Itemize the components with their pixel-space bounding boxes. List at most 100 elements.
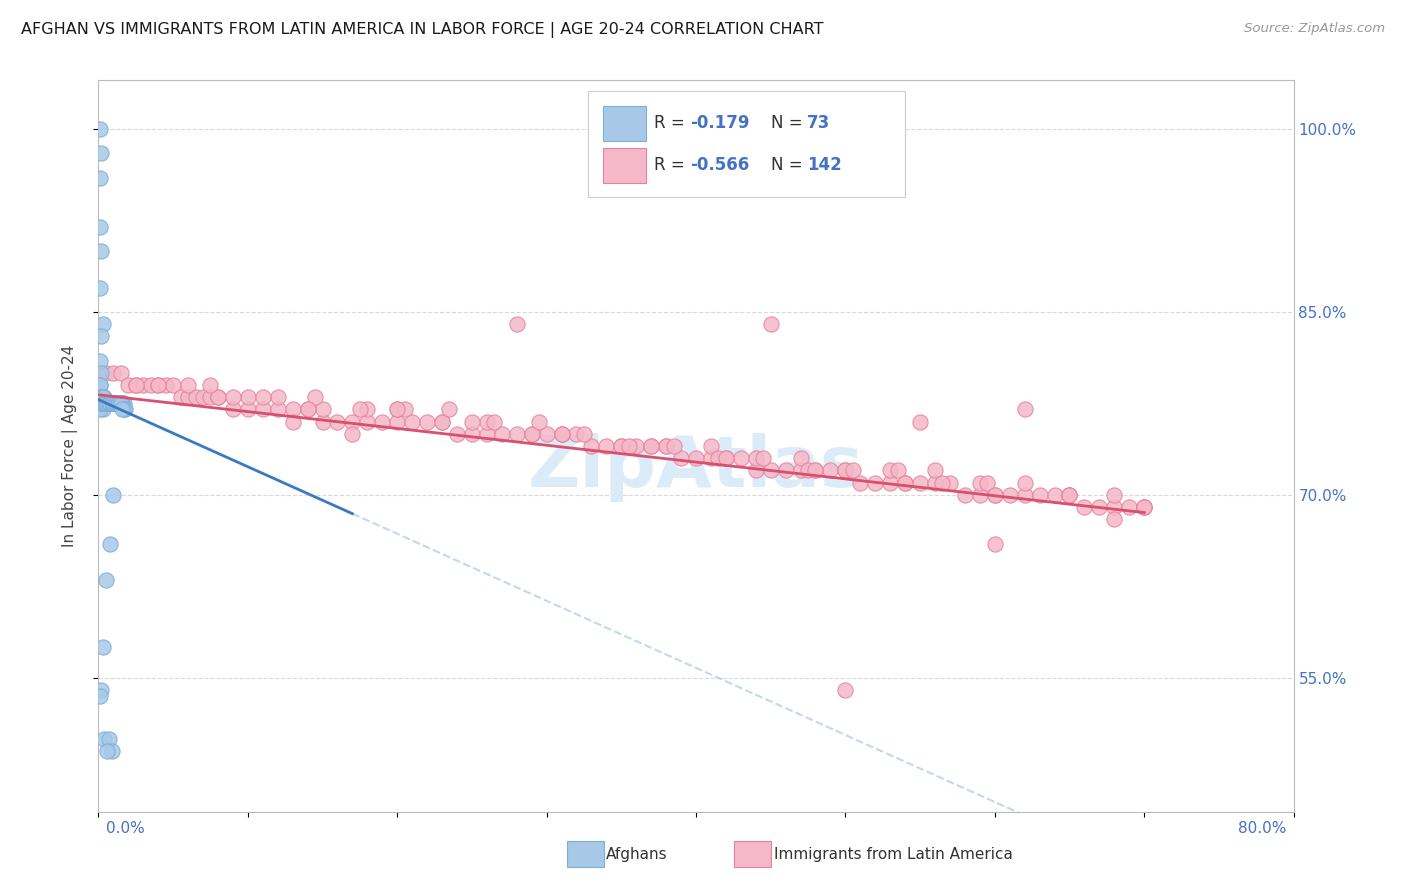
Point: [110, 396, 132, 410]
Point: [804, 463, 827, 477]
Point: [842, 463, 865, 477]
Point: [96, 396, 118, 410]
Point: [184, 390, 207, 404]
Point: [96, 396, 118, 410]
Point: [342, 415, 364, 429]
Point: [326, 415, 349, 429]
Point: [304, 390, 326, 404]
Point: [1104, 488, 1126, 502]
Point: [700, 451, 723, 466]
Point: [94, 396, 117, 410]
Point: [1104, 512, 1126, 526]
Point: [236, 402, 259, 417]
FancyBboxPatch shape: [734, 841, 772, 867]
Point: [527, 415, 550, 429]
Point: [105, 396, 128, 410]
Point: [834, 682, 856, 697]
Point: [97, 396, 120, 410]
Point: [90, 366, 112, 380]
Point: [177, 378, 200, 392]
Point: [1043, 488, 1066, 502]
Point: [90, 390, 112, 404]
Point: [97, 396, 120, 410]
Point: [707, 451, 730, 466]
Point: [342, 426, 364, 441]
Point: [139, 378, 162, 392]
Point: [745, 463, 768, 477]
Text: Afghans: Afghans: [606, 847, 668, 862]
Point: [685, 451, 707, 466]
Text: 80.0%: 80.0%: [1237, 822, 1286, 837]
Point: [834, 463, 856, 477]
Point: [475, 415, 498, 429]
Point: [110, 366, 132, 380]
Point: [207, 390, 229, 404]
Point: [103, 396, 125, 410]
Point: [886, 463, 908, 477]
Point: [506, 317, 529, 331]
Point: [91, 317, 114, 331]
Point: [101, 396, 124, 410]
Point: [617, 439, 640, 453]
Point: [849, 475, 872, 490]
Point: [820, 463, 842, 477]
Point: [91, 402, 114, 417]
Point: [155, 378, 177, 392]
Point: [797, 463, 820, 477]
Point: [865, 475, 887, 490]
Point: [655, 439, 678, 453]
Point: [90, 682, 112, 697]
Point: [804, 463, 827, 477]
Point: [1014, 488, 1036, 502]
Point: [1104, 500, 1126, 514]
Point: [125, 378, 148, 392]
Point: [90, 390, 112, 404]
Point: [91, 390, 114, 404]
Point: [94, 573, 117, 587]
Point: [93, 390, 115, 404]
Point: [969, 488, 991, 502]
Point: [984, 488, 1007, 502]
Point: [91, 640, 114, 655]
Point: [207, 390, 229, 404]
Point: [236, 390, 259, 404]
Point: [90, 396, 112, 410]
Point: [491, 426, 513, 441]
Point: [610, 439, 633, 453]
Point: [536, 426, 558, 441]
Point: [953, 488, 976, 502]
FancyBboxPatch shape: [603, 147, 645, 183]
Point: [104, 396, 127, 410]
Point: [939, 475, 962, 490]
Text: -0.179: -0.179: [690, 114, 749, 132]
Point: [94, 396, 117, 410]
Point: [401, 415, 423, 429]
Point: [626, 439, 648, 453]
Point: [610, 439, 633, 453]
Point: [439, 402, 461, 417]
Point: [976, 475, 998, 490]
Point: [745, 451, 768, 466]
Point: [103, 366, 125, 380]
Point: [111, 396, 134, 410]
Point: [91, 396, 114, 410]
Point: [356, 415, 378, 429]
Point: [461, 415, 484, 429]
Point: [104, 396, 127, 410]
Point: [931, 475, 953, 490]
Point: [581, 439, 603, 453]
Point: [89, 402, 111, 417]
Point: [416, 415, 439, 429]
Point: [169, 390, 191, 404]
Point: [385, 402, 409, 417]
Point: [90, 396, 112, 410]
Point: [89, 689, 111, 703]
Point: [98, 396, 122, 410]
Point: [998, 488, 1021, 502]
Text: N =: N =: [772, 156, 808, 174]
Point: [714, 451, 737, 466]
Point: [461, 426, 484, 441]
Point: [1028, 488, 1050, 502]
Point: [97, 731, 120, 746]
Point: [789, 451, 811, 466]
